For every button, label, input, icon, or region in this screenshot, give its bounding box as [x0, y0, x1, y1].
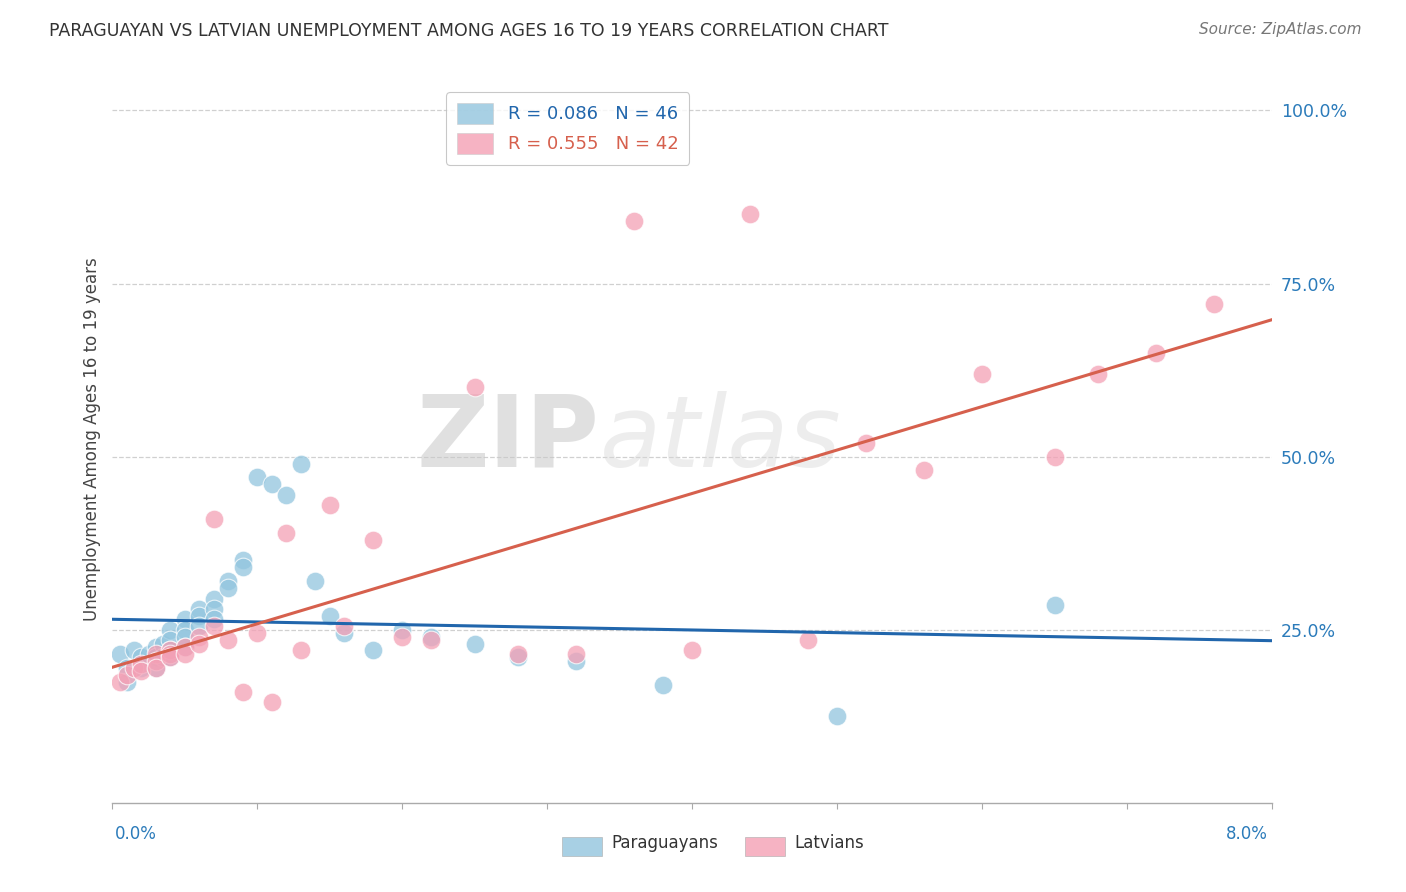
Point	[1043, 599, 1066, 613]
Point	[188, 630, 211, 644]
Point	[159, 650, 181, 665]
Point	[464, 380, 486, 394]
Point	[202, 619, 225, 633]
Point	[652, 678, 675, 692]
Point	[972, 367, 994, 381]
Point	[333, 626, 356, 640]
Point	[145, 654, 167, 668]
Point	[623, 214, 645, 228]
Point	[115, 661, 138, 675]
Point	[108, 647, 131, 661]
Text: PARAGUAYAN VS LATVIAN UNEMPLOYMENT AMONG AGES 16 TO 19 YEARS CORRELATION CHART: PARAGUAYAN VS LATVIAN UNEMPLOYMENT AMONG…	[49, 22, 889, 40]
Text: Latvians: Latvians	[794, 834, 865, 852]
Point	[152, 636, 174, 650]
Point	[232, 685, 254, 699]
Point	[420, 630, 443, 644]
Point	[202, 602, 225, 616]
Point	[218, 574, 240, 589]
Point	[565, 654, 588, 668]
Point	[420, 633, 443, 648]
Point	[319, 498, 342, 512]
Point	[1144, 345, 1167, 359]
Point	[159, 643, 181, 657]
Point	[797, 633, 820, 648]
Point	[145, 640, 167, 654]
Point	[174, 623, 197, 637]
Point	[159, 633, 181, 648]
Point	[565, 647, 588, 661]
Point	[174, 612, 197, 626]
Point	[138, 647, 160, 661]
Point	[363, 533, 385, 547]
Point	[1087, 367, 1109, 381]
Point	[363, 643, 385, 657]
Point	[304, 574, 326, 589]
Y-axis label: Unemployment Among Ages 16 to 19 years: Unemployment Among Ages 16 to 19 years	[83, 258, 101, 621]
Point	[202, 591, 225, 606]
Point	[159, 643, 181, 657]
Point	[188, 619, 211, 633]
Point	[115, 674, 138, 689]
Point	[152, 650, 174, 665]
Point	[159, 647, 181, 661]
Point	[246, 470, 269, 484]
Point	[131, 657, 153, 672]
Text: Paraguayans: Paraguayans	[612, 834, 718, 852]
Point	[508, 647, 530, 661]
Point	[1043, 450, 1066, 464]
Point	[232, 560, 254, 574]
Point	[202, 612, 225, 626]
Text: ZIP: ZIP	[416, 391, 599, 488]
Text: atlas: atlas	[599, 391, 841, 488]
Point	[174, 640, 197, 654]
Point	[391, 630, 413, 644]
Point	[218, 633, 240, 648]
Point	[122, 661, 145, 675]
Point	[174, 647, 197, 661]
Point	[131, 665, 153, 679]
Point	[131, 661, 153, 675]
Point	[682, 643, 704, 657]
Point	[290, 643, 312, 657]
Point	[246, 626, 269, 640]
Point	[145, 661, 167, 675]
Point	[145, 650, 167, 665]
Point	[391, 623, 413, 637]
Point	[174, 640, 197, 654]
Point	[740, 207, 762, 221]
Point	[131, 650, 153, 665]
Legend: R = 0.086   N = 46, R = 0.555   N = 42: R = 0.086 N = 46, R = 0.555 N = 42	[446, 92, 689, 164]
Point	[108, 674, 131, 689]
Point	[260, 695, 283, 709]
Point	[145, 661, 167, 675]
Point	[276, 488, 298, 502]
Text: 8.0%: 8.0%	[1226, 825, 1268, 843]
Point	[122, 643, 145, 657]
Point	[508, 650, 530, 665]
Point	[202, 512, 225, 526]
Point	[290, 457, 312, 471]
Point	[914, 463, 936, 477]
Point	[232, 553, 254, 567]
Point	[188, 608, 211, 623]
Point	[464, 636, 486, 650]
Text: 0.0%: 0.0%	[115, 825, 157, 843]
Point	[188, 636, 211, 650]
Point	[827, 709, 849, 723]
Point	[174, 630, 197, 644]
Point	[276, 525, 298, 540]
Point	[333, 619, 356, 633]
Point	[159, 623, 181, 637]
Point	[145, 647, 167, 661]
Point	[1204, 297, 1226, 311]
Point	[115, 667, 138, 681]
Point	[188, 602, 211, 616]
Text: Source: ZipAtlas.com: Source: ZipAtlas.com	[1198, 22, 1361, 37]
Point	[159, 650, 181, 665]
Point	[218, 581, 240, 595]
Point	[319, 608, 342, 623]
Point	[260, 477, 283, 491]
Point	[855, 435, 877, 450]
